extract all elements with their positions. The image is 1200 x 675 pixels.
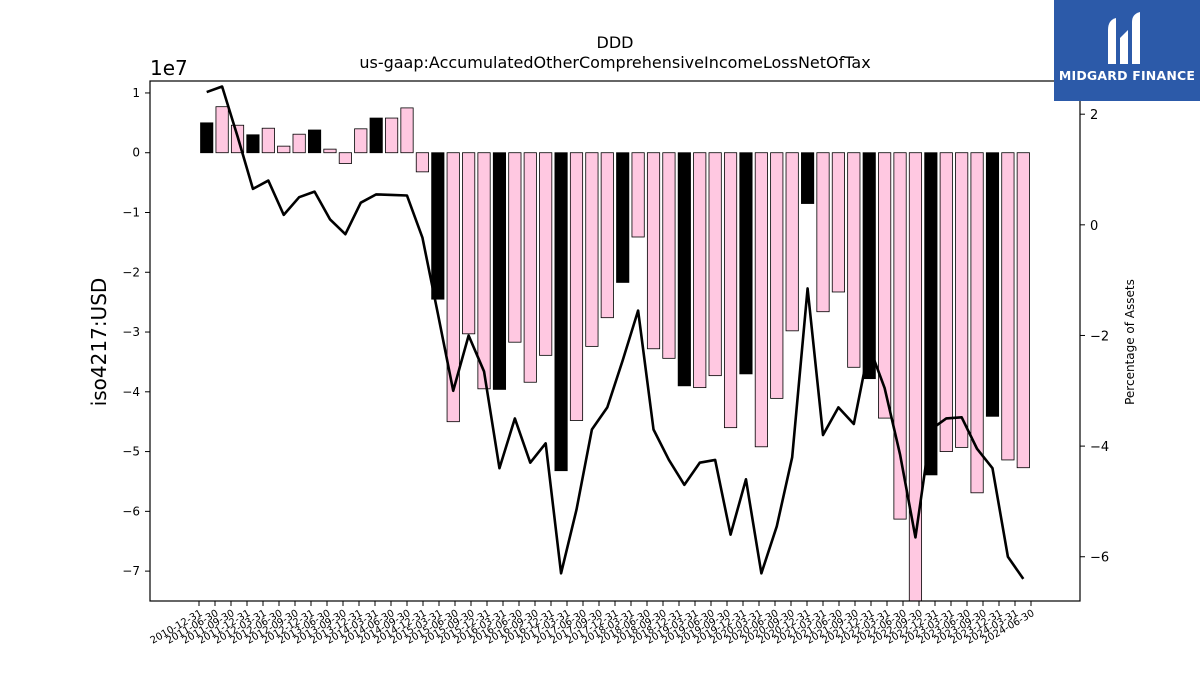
bar bbox=[1016, 152, 1030, 469]
bar bbox=[554, 152, 568, 472]
bar bbox=[723, 152, 738, 429]
bar bbox=[955, 152, 969, 448]
bar bbox=[831, 152, 845, 293]
y2-tick-label: −6 bbox=[1090, 551, 1109, 566]
bar bbox=[415, 152, 429, 173]
y-tick-label: −1 bbox=[122, 205, 140, 219]
y-tick-label: −4 bbox=[122, 385, 140, 399]
bar bbox=[508, 152, 522, 343]
bar bbox=[246, 134, 260, 154]
bar bbox=[462, 152, 476, 335]
bar bbox=[585, 152, 599, 347]
bar bbox=[693, 152, 707, 389]
chart-title: DDD bbox=[597, 33, 634, 52]
bar bbox=[646, 152, 661, 350]
y2-axis-label: Percentage of Assets bbox=[1123, 279, 1137, 405]
y2-tick-label: 0 bbox=[1090, 219, 1098, 234]
bar bbox=[277, 145, 291, 154]
bar bbox=[307, 129, 322, 154]
bar bbox=[924, 152, 938, 476]
bar bbox=[739, 152, 753, 375]
chart-subtitle: us-gaap:AccumulatedOtherComprehensiveInc… bbox=[359, 53, 870, 72]
y-tick-label: −2 bbox=[122, 265, 140, 279]
bar bbox=[708, 152, 722, 377]
bar-series bbox=[200, 106, 1030, 602]
bar bbox=[446, 152, 460, 423]
y-offset-label: 1e7 bbox=[150, 56, 188, 80]
bar bbox=[785, 152, 799, 332]
bar bbox=[631, 152, 645, 238]
bar bbox=[354, 128, 368, 154]
bar bbox=[338, 152, 352, 164]
bar bbox=[616, 152, 630, 283]
bar bbox=[261, 127, 275, 154]
bar bbox=[477, 152, 491, 390]
bar bbox=[893, 152, 907, 520]
y-axis-ticks: 1 0 −1 −2 −3 −4 −5 −6 −7 bbox=[122, 86, 150, 578]
y2-axis-ticks: 2 0 −2 −4 −6 bbox=[1080, 108, 1109, 566]
bar bbox=[985, 152, 1000, 417]
bar bbox=[1001, 152, 1015, 461]
bar bbox=[431, 152, 445, 300]
y2-tick-label: −4 bbox=[1090, 440, 1109, 455]
bar bbox=[970, 152, 984, 494]
bar bbox=[847, 152, 861, 368]
bar bbox=[323, 148, 337, 154]
bar bbox=[215, 106, 229, 154]
bar bbox=[385, 117, 399, 154]
bar bbox=[754, 152, 768, 448]
y-axis-label: iso4217:USD bbox=[87, 278, 111, 407]
y-tick-label: 0 bbox=[132, 146, 140, 160]
y-tick-label: −6 bbox=[122, 504, 140, 518]
bar bbox=[569, 152, 584, 421]
y-tick-label: −7 bbox=[122, 564, 140, 578]
line-path bbox=[206, 85, 1025, 580]
plot-frame bbox=[149, 80, 1081, 602]
bar bbox=[492, 152, 507, 390]
brand-logo: MIDGARD FINANCE bbox=[1054, 0, 1200, 101]
bar bbox=[200, 122, 214, 154]
midgard-logo-icon bbox=[1108, 12, 1140, 64]
bar bbox=[801, 152, 815, 204]
y-tick-label: 1 bbox=[132, 86, 140, 100]
line-series bbox=[206, 85, 1025, 580]
brand-name: MIDGARD FINANCE bbox=[1058, 68, 1196, 83]
bar bbox=[523, 152, 537, 383]
bar bbox=[862, 152, 876, 380]
x-axis-ticks: 2010-12-312011-06-302011-09-302011-12-31… bbox=[149, 601, 1037, 647]
bar bbox=[600, 152, 614, 319]
y-tick-label: −3 bbox=[122, 325, 140, 339]
bar bbox=[539, 152, 553, 356]
bar bbox=[677, 152, 691, 387]
bar bbox=[662, 152, 676, 359]
bar bbox=[939, 152, 953, 452]
bar bbox=[369, 117, 383, 154]
y2-tick-label: 2 bbox=[1090, 108, 1098, 123]
y2-tick-label: −2 bbox=[1090, 329, 1109, 344]
bar bbox=[292, 133, 306, 154]
bar bbox=[400, 107, 414, 154]
bar bbox=[816, 152, 830, 313]
bar bbox=[770, 152, 784, 399]
y-tick-label: −5 bbox=[122, 445, 140, 459]
bar bbox=[878, 152, 892, 419]
